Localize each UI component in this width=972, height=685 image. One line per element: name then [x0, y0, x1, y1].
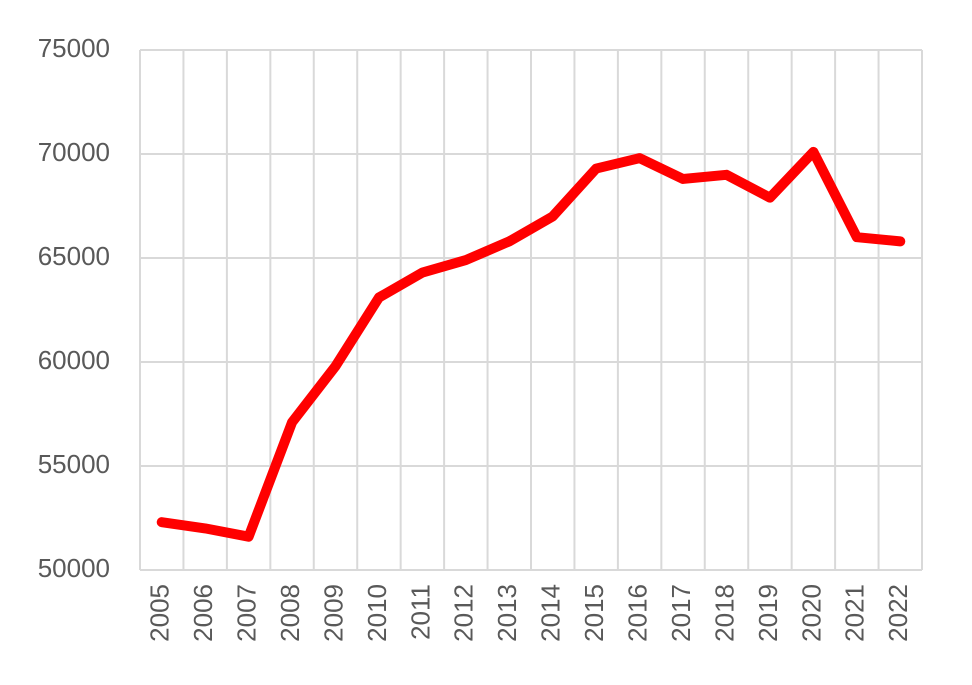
x-tick-label: 2013 — [492, 584, 522, 642]
x-tick-label: 2015 — [579, 584, 609, 642]
x-tick-label: 2011 — [405, 584, 435, 640]
y-tick-label: 75000 — [38, 33, 110, 63]
y-tick-label: 60000 — [38, 345, 110, 375]
y-tick-label: 50000 — [38, 553, 110, 583]
y-tick-label: 70000 — [38, 137, 110, 167]
x-tick-label: 2007 — [231, 584, 261, 642]
x-tick-label: 2022 — [883, 584, 913, 642]
x-tick-label: 2017 — [666, 584, 696, 642]
x-tick-label: 2009 — [318, 584, 348, 642]
x-tick-label: 2021 — [840, 584, 870, 642]
y-tick-label: 55000 — [38, 449, 110, 479]
x-tick-label: 2018 — [709, 584, 739, 642]
x-tick-label: 2006 — [188, 584, 218, 642]
x-tick-label: 2010 — [362, 584, 392, 642]
x-tick-label: 2014 — [536, 584, 566, 642]
x-tick-label: 2016 — [622, 584, 652, 642]
y-tick-label: 65000 — [38, 241, 110, 271]
data-line — [156, 146, 906, 542]
x-tick-label: 2005 — [145, 584, 175, 642]
x-tick-label: 2020 — [796, 584, 826, 642]
x-tick-label: 2012 — [449, 584, 479, 642]
x-tick-label: 2019 — [753, 584, 783, 642]
x-tick-label: 2008 — [275, 584, 305, 642]
